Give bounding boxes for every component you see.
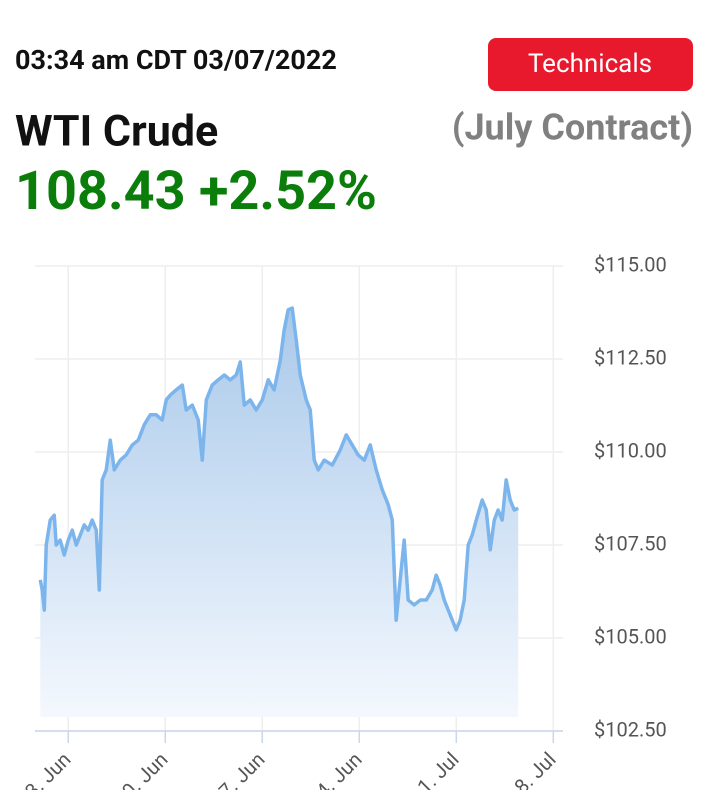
price: 108.43 [15, 160, 186, 223]
y-tick-label: $112.50 [594, 345, 667, 369]
y-tick-label: $110.00 [594, 438, 667, 462]
timestamp: 03:34 am CDT 03/07/2022 [15, 44, 337, 76]
price-line [38, 306, 519, 632]
x-tick-label: 8. Jul [509, 747, 560, 790]
plot: $102.50 $105.00 $107.50 $110.00 $112.50 $115.… [20, 252, 667, 790]
technicals-button[interactable]: Technicals [488, 38, 693, 91]
x-tick-label: 3. Jun [20, 747, 76, 790]
x-tick-label: 10. Jun [109, 747, 173, 790]
y-tick-label: $107.50 [594, 531, 667, 555]
quote: 108.43 +2.52% [15, 160, 377, 223]
contract: (July Contract) [452, 107, 693, 149]
x-tick-label: 1. Jul [412, 747, 463, 790]
x-tick-label: 17. Jun [206, 747, 270, 790]
y-tick-label: $102.50 [594, 717, 667, 741]
area-fill [40, 308, 519, 717]
x-tick-label: 24. Jun [303, 747, 367, 790]
button-label[interactable]: Technicals [528, 49, 652, 79]
instrument: WTI Crude [15, 106, 218, 156]
y-tick-label: $105.00 [594, 624, 667, 648]
button-bg[interactable] [488, 38, 693, 91]
y-tick-label: $115.00 [594, 252, 667, 276]
change: +2.52% [199, 160, 377, 223]
